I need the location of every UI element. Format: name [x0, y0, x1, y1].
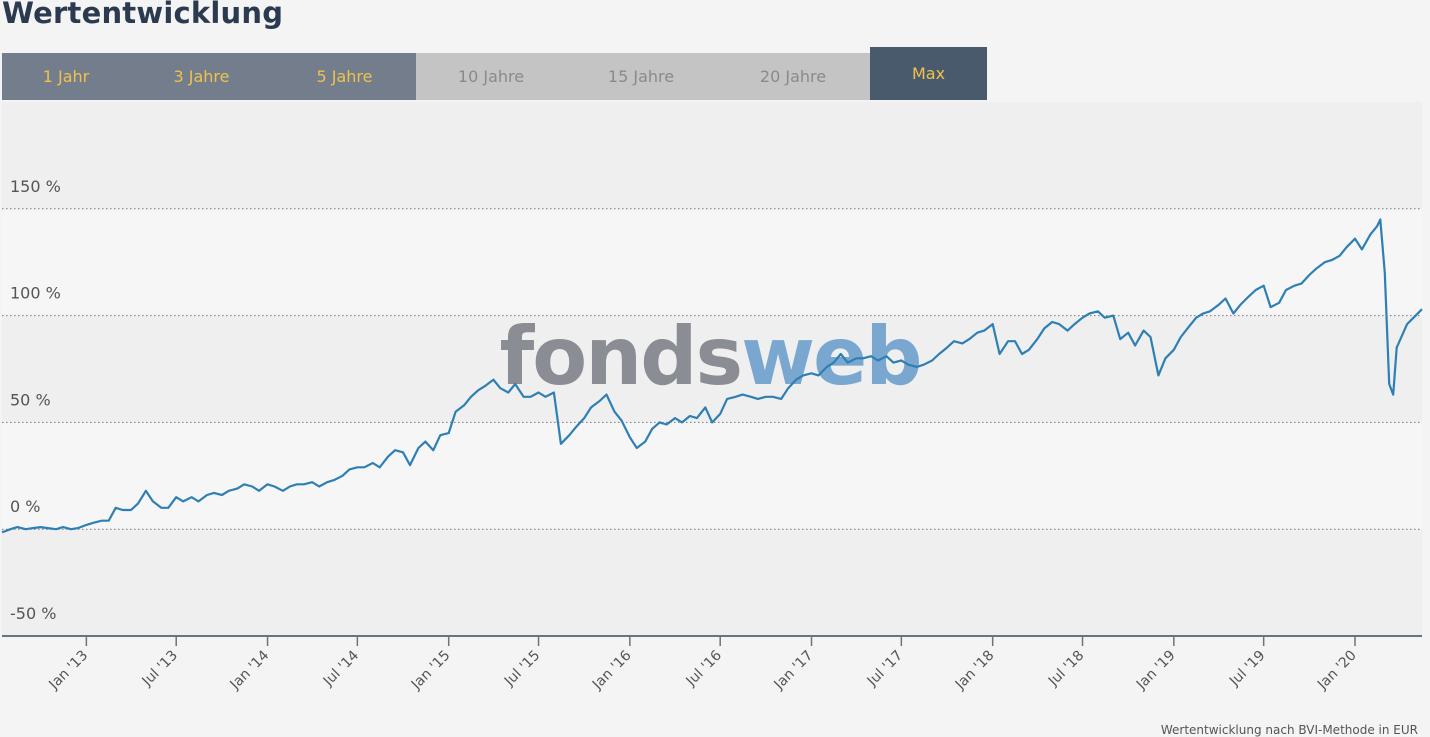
chart-band: [2, 102, 1422, 209]
y-tick-label: -50 %: [10, 604, 56, 623]
watermark-web: web: [741, 310, 920, 403]
tab-20-jahre[interactable]: 20 Jahre: [716, 53, 870, 100]
x-tick-label: Jan '14: [227, 647, 273, 693]
y-tick-label: 0 %: [10, 497, 40, 516]
x-tick-label: Jul '13: [139, 648, 181, 690]
chart-gridlines: [2, 208, 1422, 530]
page-title: Wertentwicklung: [2, 0, 284, 30]
tab-10-jahre[interactable]: 10 Jahre: [416, 53, 566, 100]
x-tick-label: Jan '19: [1133, 648, 1179, 694]
series-line: [1, 218, 1423, 534]
x-tick-label: Jul '19: [1226, 648, 1268, 690]
x-tick-label: Jan '15: [408, 648, 454, 694]
chart-band: [2, 529, 1422, 636]
x-tick-label: Jul '18: [1045, 648, 1087, 690]
x-tick-label: Jul '15: [501, 648, 543, 690]
fondsweb-watermark: fondsweb: [499, 310, 922, 403]
x-tick-label: Jul '17: [864, 648, 906, 690]
chart-background-bands: [2, 102, 1422, 636]
y-axis-labels: -50 % 0 % 50 % 100 % 150 %: [10, 177, 61, 623]
chart-band: [2, 208, 1422, 316]
tab-max[interactable]: Max: [870, 47, 987, 100]
x-axis: Jan '13 Jul '13 Jan '14 Jul '14 Jan '15 Jul '…: [2, 635, 1422, 694]
watermark-fonds: fonds: [499, 310, 741, 403]
x-tick-label: Jan '13: [45, 648, 91, 694]
y-tick-label: 50 %: [10, 390, 51, 409]
svg-text:fondsweb: fondsweb: [499, 310, 920, 403]
y-tick-label: 150 %: [10, 177, 61, 196]
chart-band: [2, 422, 1422, 530]
y-tick-label: 100 %: [10, 284, 61, 303]
tab-5-jahre[interactable]: 5 Jahre: [273, 53, 416, 100]
chart-band: [2, 315, 1422, 423]
footer-note: Wertentwicklung nach BVI-Methode in EUR: [1160, 723, 1418, 737]
tab-1-jahr[interactable]: 1 Jahr: [2, 53, 130, 100]
x-tick-label: Jan '20: [1314, 648, 1360, 694]
performance-chart: fondsweb -50 %0 %50 %100 %150 % Jan '13 J…: [1, 102, 1423, 694]
x-tick-label: Jan '17: [771, 648, 817, 694]
x-tick-label: Jan '18: [952, 648, 998, 694]
x-tick-label: Jul '14: [320, 647, 362, 689]
x-tick-label: Jan '16: [589, 647, 635, 693]
x-tick-label: Jul '16: [683, 647, 725, 689]
tab-3-jahre[interactable]: 3 Jahre: [130, 53, 273, 100]
tab-15-jahre[interactable]: 15 Jahre: [566, 53, 716, 100]
